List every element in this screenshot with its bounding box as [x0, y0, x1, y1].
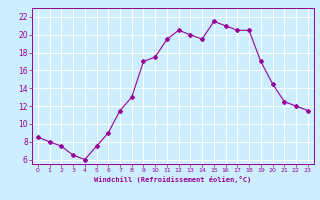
X-axis label: Windchill (Refroidissement éolien,°C): Windchill (Refroidissement éolien,°C) — [94, 176, 252, 183]
